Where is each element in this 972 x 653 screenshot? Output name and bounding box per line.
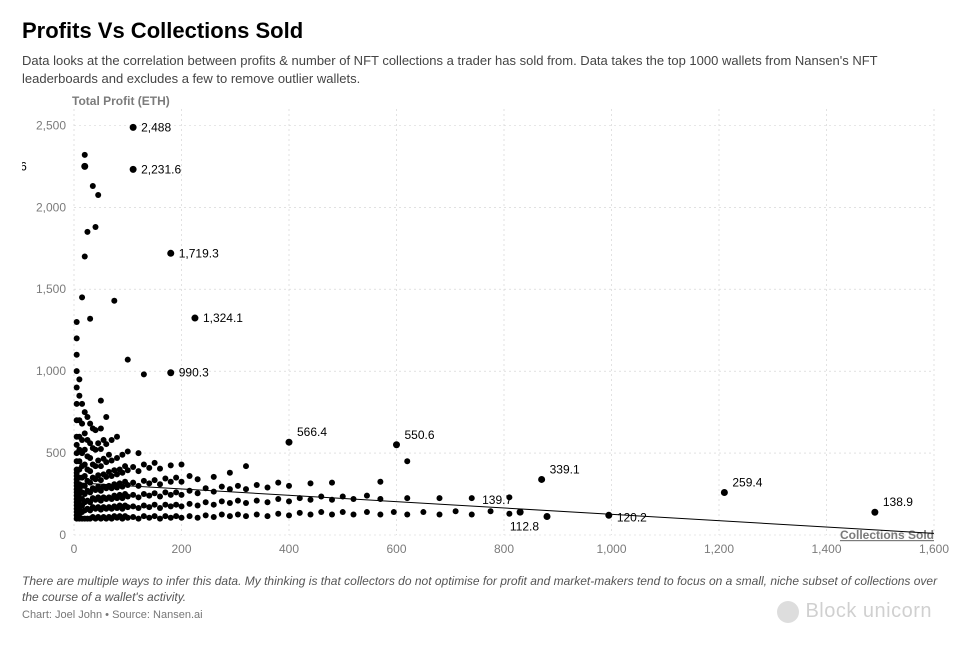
svg-text:400: 400 xyxy=(279,542,299,556)
scatter-chart: 0 500 1,000 1,500 2,000 2,500 0 200 400 600 800 1,0… xyxy=(22,91,950,569)
svg-text:120.2: 120.2 xyxy=(617,510,647,524)
svg-text:990.3: 990.3 xyxy=(179,366,209,380)
svg-text:339.1: 339.1 xyxy=(550,463,580,477)
svg-text:800: 800 xyxy=(494,542,514,556)
chart-title: Profits Vs Collections Sold xyxy=(22,18,950,44)
svg-text:2,231.6: 2,231.6 xyxy=(141,162,181,176)
svg-text:1,324.1: 1,324.1 xyxy=(203,311,243,325)
svg-text:566.4: 566.4 xyxy=(297,425,327,439)
svg-text:1,719.3: 1,719.3 xyxy=(179,246,219,260)
svg-text:259.4: 259.4 xyxy=(732,476,762,490)
svg-text:550.6: 550.6 xyxy=(405,428,435,442)
svg-text:139.7: 139.7 xyxy=(482,493,512,507)
svg-text:1,400: 1,400 xyxy=(811,542,841,556)
svg-text:1,600: 1,600 xyxy=(919,542,949,556)
svg-text:2,000: 2,000 xyxy=(36,200,66,214)
svg-text:Total Profit (ETH): Total Profit (ETH) xyxy=(72,94,170,108)
svg-text:1,000: 1,000 xyxy=(596,542,626,556)
svg-text:1,000: 1,000 xyxy=(36,364,66,378)
svg-text:2,500: 2,500 xyxy=(36,118,66,132)
watermark: Block unicorn xyxy=(777,600,932,623)
svg-text:112.8: 112.8 xyxy=(510,520,539,534)
watermark-icon xyxy=(777,601,799,623)
chart-subtitle: Data looks at the correlation between pr… xyxy=(22,52,950,87)
svg-text:2,488: 2,488 xyxy=(141,120,171,134)
svg-text:500: 500 xyxy=(46,446,66,460)
svg-text:1,500: 1,500 xyxy=(36,282,66,296)
svg-text:600: 600 xyxy=(386,542,406,556)
svg-text:138.9: 138.9 xyxy=(883,495,913,509)
svg-text:1,200: 1,200 xyxy=(704,542,734,556)
svg-text:0: 0 xyxy=(71,542,78,556)
svg-text:200: 200 xyxy=(171,542,191,556)
svg-text:0: 0 xyxy=(59,528,66,542)
watermark-text: Block unicorn xyxy=(805,600,932,623)
svg-text:2,249.6: 2,249.6 xyxy=(22,160,27,174)
